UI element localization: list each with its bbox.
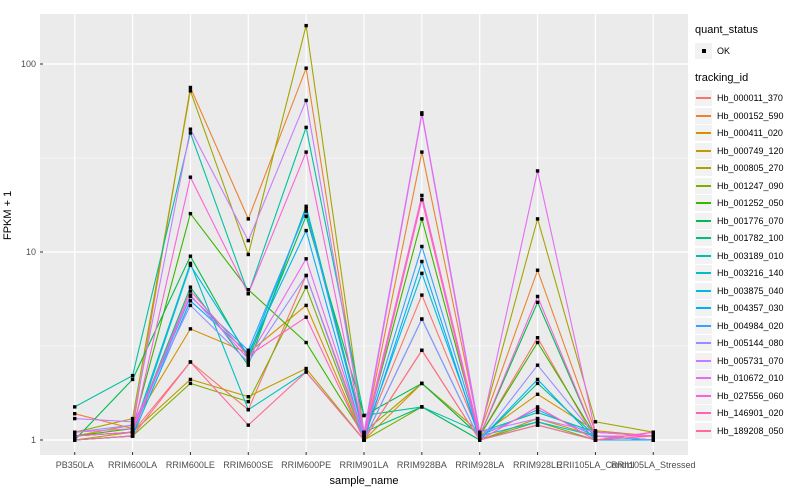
legend-item-tracking: Hb_010672_010 xyxy=(695,370,800,388)
x-tick-label: PB350LA xyxy=(55,460,94,470)
series-label: Hb_000749_120 xyxy=(717,145,784,156)
legend-tracking-items: Hb_000011_370 Hb_000152_590 Hb_000411_020 H… xyxy=(695,90,800,440)
legend-item-tracking: Hb_004357_030 xyxy=(695,300,800,318)
legend-item-tracking: Hb_004984_020 xyxy=(695,317,800,335)
series-label: Hb_146901_020 xyxy=(717,408,784,419)
series-color-line-icon xyxy=(695,405,712,422)
series-color-line-icon xyxy=(695,230,712,247)
series-color-line-icon xyxy=(695,282,712,299)
series-color-line-icon xyxy=(695,160,712,177)
series-label: Hb_027556_060 xyxy=(717,390,784,401)
series-color-line-icon xyxy=(695,352,712,369)
y-tick-label: 10 xyxy=(25,247,36,257)
legend-item-tracking: Hb_001782_100 xyxy=(695,230,800,248)
series-color-line-icon xyxy=(695,422,712,439)
x-tick-label: RRIM901LA xyxy=(339,460,389,470)
legend-item-tracking: Hb_001776_070 xyxy=(695,212,800,230)
legend-item-tracking: Hb_000152_590 xyxy=(695,107,800,125)
x-tick-label: RRIM600LE xyxy=(165,460,215,470)
x-tick-label: RRIM928BA xyxy=(396,460,447,470)
legend-item-tracking: Hb_001252_050 xyxy=(695,195,800,213)
series-label: Hb_004357_030 xyxy=(717,303,784,314)
series-label: Hb_189208_050 xyxy=(717,425,784,436)
legend-item-tracking: Hb_000749_120 xyxy=(695,142,800,160)
legend-quant-items: OK xyxy=(695,42,800,60)
legend-item-tracking: Hb_003875_040 xyxy=(695,282,800,300)
x-tick-label: RRII105LA_Control xyxy=(556,460,635,470)
x-tick-label: RRIM928LE xyxy=(513,460,563,470)
series-color-line-icon xyxy=(695,335,712,352)
legend-item-tracking: Hb_000411_020 xyxy=(695,125,800,143)
series-color-line-icon xyxy=(695,195,712,212)
legend-item-tracking: Hb_000011_370 xyxy=(695,90,800,108)
legend-item-tracking: Hb_027556_060 xyxy=(695,387,800,405)
series-label: Hb_005731_070 xyxy=(717,355,784,366)
series-label: Hb_010672_010 xyxy=(717,373,784,384)
series-color-line-icon xyxy=(695,387,712,404)
series-label: Hb_000011_370 xyxy=(717,93,783,104)
legend-item-tracking: Hb_003189_010 xyxy=(695,247,800,265)
legend-item-tracking: Hb_189208_050 xyxy=(695,422,800,440)
series-color-line-icon xyxy=(695,142,712,159)
legend-tracking-title: tracking_id xyxy=(695,71,749,84)
plot-panel xyxy=(40,14,688,455)
series-label: Hb_000805_270 xyxy=(717,163,784,174)
series-label: Hb_001782_100 xyxy=(717,233,784,244)
x-tick-label: RRII105LA_Stressed xyxy=(611,460,696,470)
x-axis-title: sample_name xyxy=(329,475,399,487)
series-color-line-icon xyxy=(695,125,712,142)
legend-item-tracking: Hb_146901_020 xyxy=(695,405,800,423)
series-label: Hb_003216_140 xyxy=(717,268,784,279)
legend-quant-title: quant_status xyxy=(695,24,758,36)
series-label: Hb_005144_080 xyxy=(717,338,784,349)
legend-item-tracking: Hb_000805_270 xyxy=(695,160,800,178)
series-color-line-icon xyxy=(695,107,712,124)
series-color-line-icon xyxy=(695,300,712,317)
series-color-line-icon xyxy=(695,265,712,282)
series-color-line-icon xyxy=(695,177,712,194)
y-axis-title: FPKM + 1 xyxy=(2,190,14,240)
series-color-line-icon xyxy=(695,370,712,387)
x-tick-label: RRIM600SE xyxy=(223,460,274,470)
x-tick-label: RRIM928LA xyxy=(455,460,505,470)
legend-item-tracking: Hb_001247_090 xyxy=(695,177,800,195)
series-color-line-icon xyxy=(695,90,712,107)
series-label: Hb_001252_050 xyxy=(717,198,784,209)
y-tick-label: 100 xyxy=(20,59,36,69)
series-label: Hb_000152_590 xyxy=(717,110,784,121)
y-tick-label: 1 xyxy=(30,435,36,445)
series-label: Hb_004984_020 xyxy=(717,320,784,331)
series-color-line-icon xyxy=(695,212,712,229)
legend-item-tracking: Hb_003216_140 xyxy=(695,265,800,283)
legend: quant_status OK tracking_id Hb_000011_37… xyxy=(695,24,800,440)
legend-item-tracking: Hb_005731_070 xyxy=(695,352,800,370)
series-color-line-icon xyxy=(695,317,712,334)
series-label: Hb_000411_020 xyxy=(717,128,783,139)
series-label: Hb_003875_040 xyxy=(717,285,784,296)
series-label: Hb_001247_090 xyxy=(717,180,784,191)
series-label: Hb_003189_010 xyxy=(717,250,784,261)
legend-item-quant: OK xyxy=(695,42,800,60)
ok-point-icon xyxy=(695,42,712,59)
x-tick-label: RRIM600PE xyxy=(281,460,332,470)
series-label: Hb_001776_070 xyxy=(717,215,784,226)
legend-item-tracking: Hb_005144_080 xyxy=(695,335,800,353)
series-color-line-icon xyxy=(695,247,712,264)
x-tick-label: RRIM600LA xyxy=(108,460,158,470)
